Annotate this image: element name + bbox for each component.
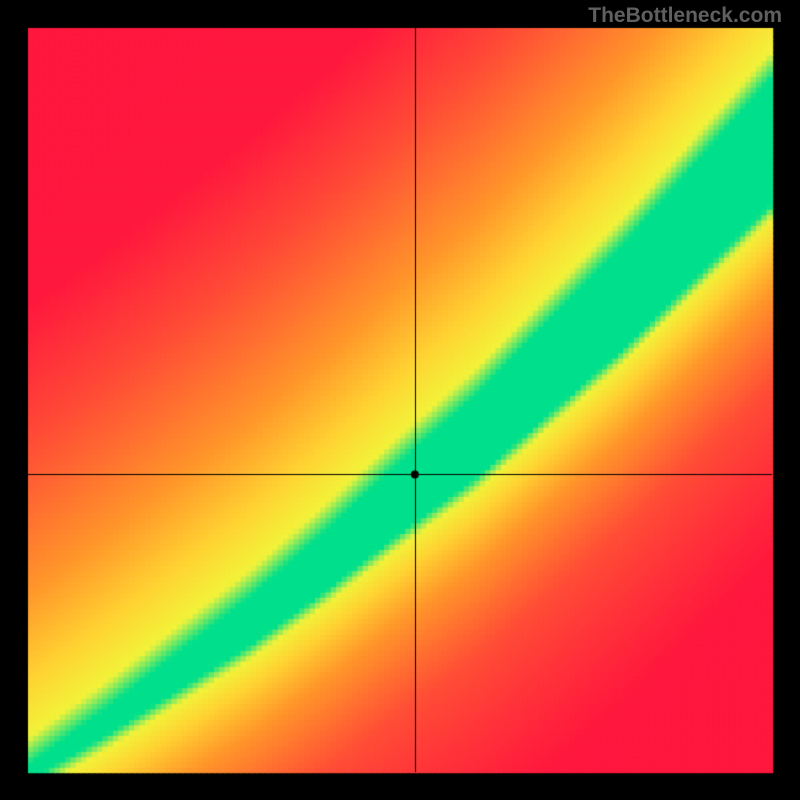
bottleneck-heatmap-canvas bbox=[0, 0, 800, 800]
chart-container: TheBottleneck.com bbox=[0, 0, 800, 800]
